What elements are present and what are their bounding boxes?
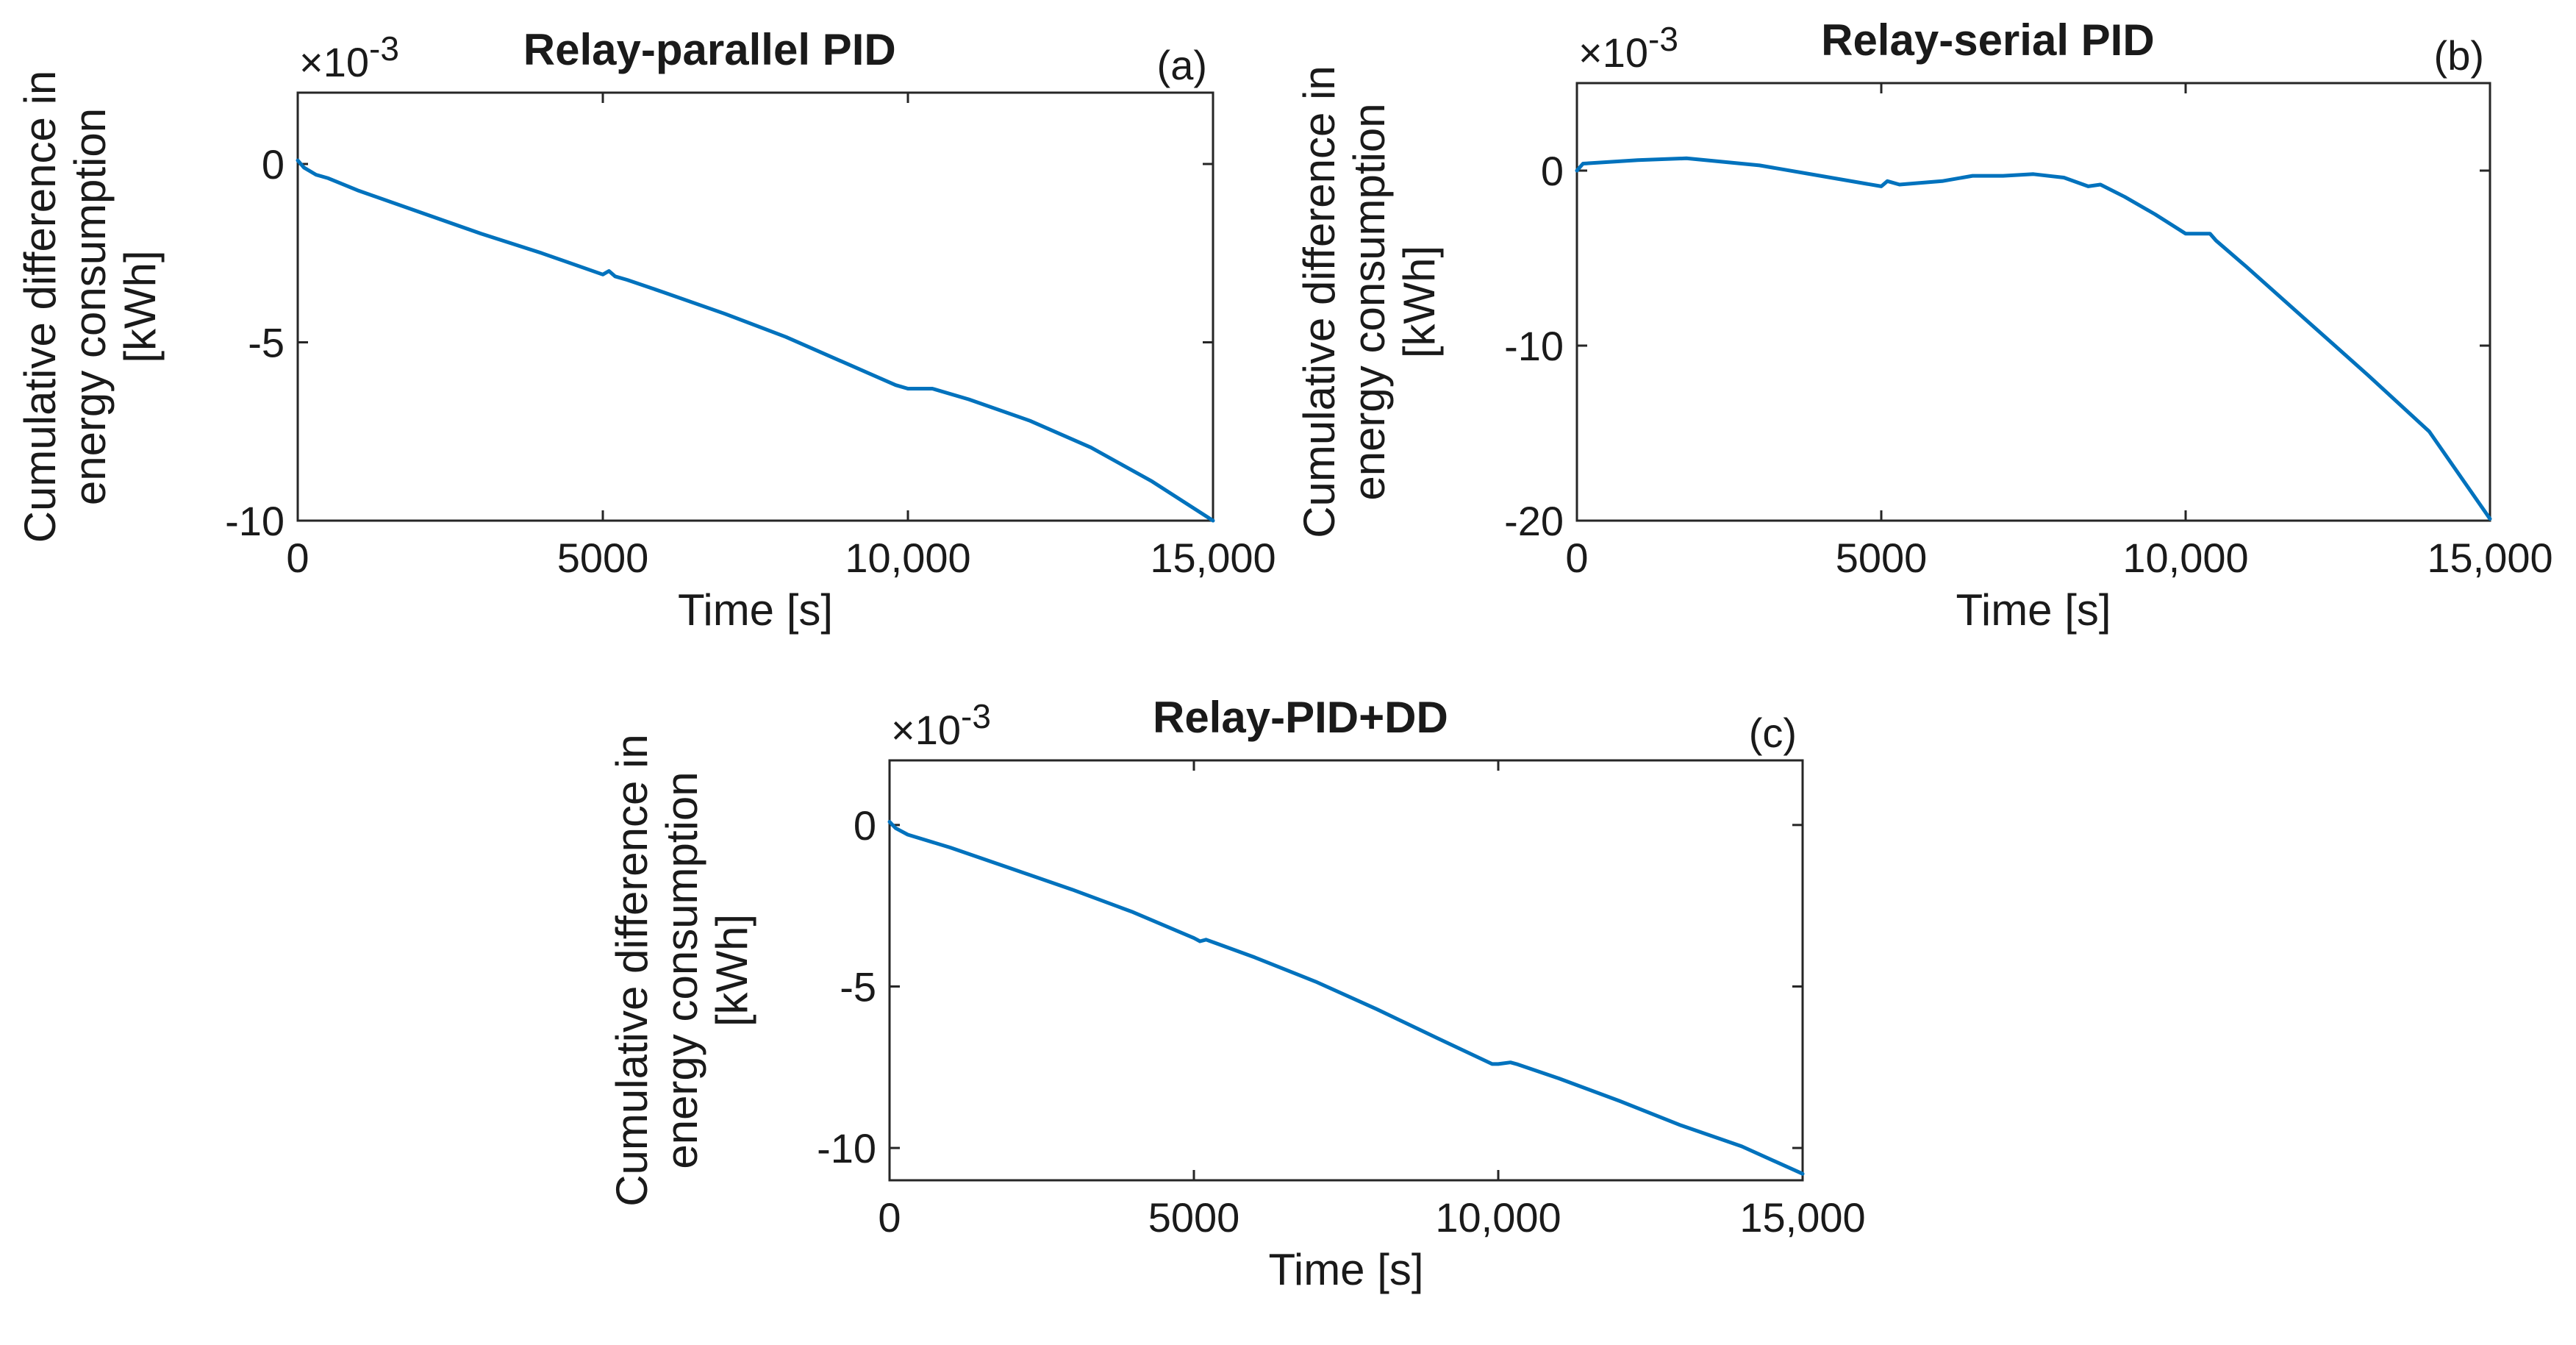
y-tick-label: 0 [1541,148,1564,194]
panel-tag: (b) [2434,32,2484,79]
x-tick-label: 15,000 [2427,535,2552,581]
chart-panel-b: 0 5000 10,000 15,000 -20 -10 0 ×10-3 Relay-seria… [1295,15,2553,635]
y-tick-label: -10 [225,498,285,544]
panel-tag: (c) [1749,710,1797,756]
y-axis-label-line: energy consumption [65,108,115,505]
x-tick-label: 10,000 [2122,535,2248,581]
y-axis-label-line: Cumulative difference in [607,734,656,1207]
series-line-cumulative-difference [1575,156,2492,521]
chart-title: Relay-parallel PID [523,25,896,74]
x-tick-label: 0 [286,535,309,581]
chart-panel-c: 0 5000 10,000 15,000 -10 -5 0 ×10-3 Relay-PID+DD… [607,693,1866,1294]
x-tick-label: 15,000 [1150,535,1276,581]
plot-area-frame [888,759,1804,1182]
y-axis-label-line: [kWh] [1395,246,1444,358]
chart-panel-a: 0 5000 10,000 15,000 -10 -5 0 ×10-3 Relay-parall… [15,25,1276,635]
y-axis-label-line: energy consumption [657,771,706,1169]
x-tick-label: 5000 [1836,535,1928,581]
y-axis-label-line: Cumulative difference in [1295,65,1344,538]
x-tick-label: 15,000 [1739,1194,1865,1241]
y-tick-label: -5 [248,320,285,366]
x-axis-label: Time [s] [1268,1245,1423,1294]
x-tick-label: 0 [1565,535,1588,581]
plot-area-frame [1575,82,2491,522]
y-tick-label: 0 [262,141,285,188]
series-line-cumulative-difference [296,158,1215,523]
y-axis-exponent: ×10-3 [1578,20,1678,76]
panel-tag: (a) [1157,42,1207,88]
y-tick-label: -10 [1504,323,1564,369]
y-tick-label: -5 [840,963,876,1010]
x-tick-label: 5000 [557,535,649,581]
series-line-cumulative-difference [887,820,1805,1176]
x-axis-label: Time [s] [678,585,833,635]
y-axis-label-line: [kWh] [707,914,756,1027]
y-tick-label: -10 [817,1125,876,1171]
y-axis-exponent: ×10-3 [891,697,991,753]
y-axis-label-line: [kWh] [115,250,165,363]
y-axis-exponent: ×10-3 [299,29,399,85]
chart-title: Relay-PID+DD [1153,693,1448,742]
y-axis-label-line: energy consumption [1345,103,1394,500]
y-axis-label-line: Cumulative difference in [15,71,65,543]
y-tick-label: -20 [1504,498,1564,544]
x-axis-label: Time [s] [1956,585,2111,635]
y-tick-label: 0 [854,802,876,849]
x-tick-label: 10,000 [1435,1194,1561,1241]
plot-area-frame [296,91,1214,522]
x-tick-label: 5000 [1148,1194,1240,1241]
x-tick-label: 10,000 [845,535,970,581]
chart-title: Relay-serial PID [1821,15,2155,65]
x-tick-label: 0 [878,1194,901,1241]
